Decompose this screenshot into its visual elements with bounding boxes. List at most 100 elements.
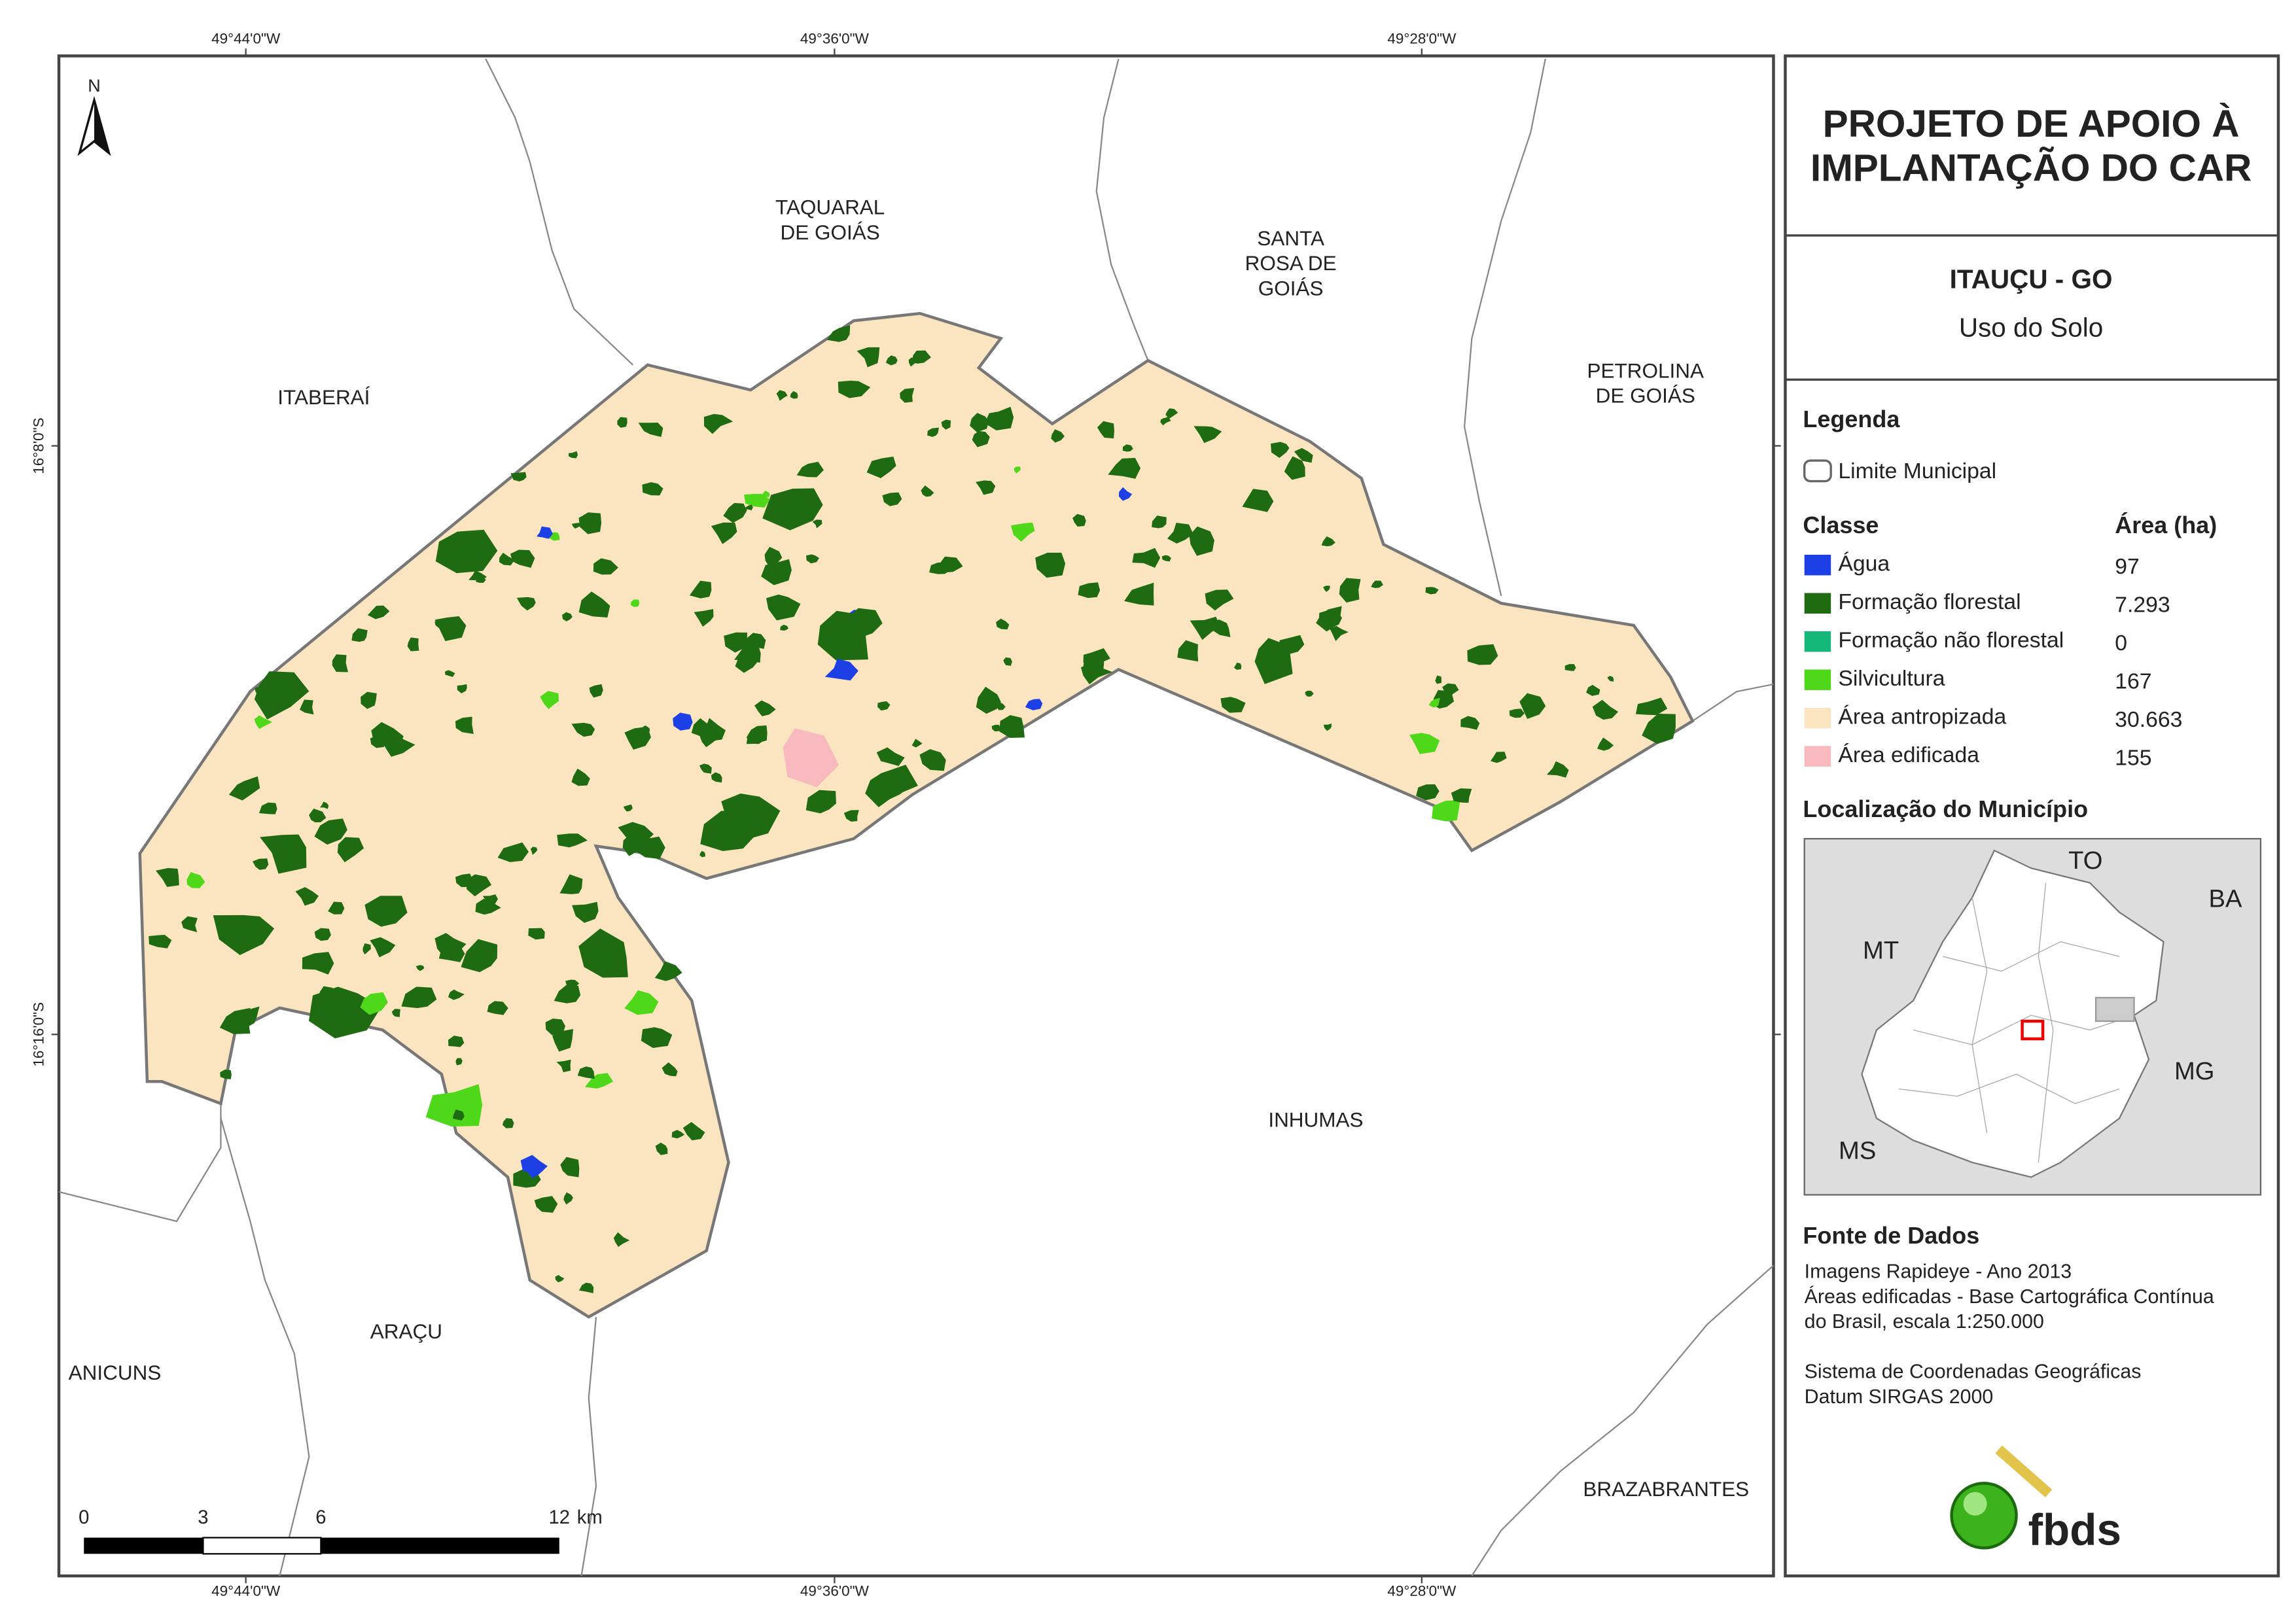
legend-area: 97 — [2115, 554, 2140, 579]
land-cover-patch — [1323, 585, 1330, 592]
land-cover-patch — [534, 1196, 558, 1213]
legend-area: 30.663 — [2115, 707, 2182, 732]
inset-municipalities — [1898, 882, 2134, 1163]
land-cover-patch — [559, 874, 583, 894]
land-cover-patch — [475, 898, 501, 915]
land-cover-patch — [1010, 522, 1035, 542]
legend-class: Formação não florestal — [1838, 628, 2064, 653]
legend-area: 0 — [2115, 631, 2127, 655]
land-cover-patch — [254, 671, 309, 720]
land-cover-patch — [1271, 442, 1290, 458]
land-cover-patch — [502, 1118, 514, 1128]
land-cover-patch — [448, 1036, 465, 1047]
land-cover-patch — [711, 522, 737, 544]
land-cover-patch — [1432, 800, 1460, 822]
land-cover-patch — [438, 548, 455, 563]
land-cover-patch — [370, 937, 396, 958]
land-cover-patch — [466, 874, 492, 897]
land-cover-patch — [337, 837, 364, 863]
land-cover-patch — [156, 867, 179, 887]
land-cover-patch — [360, 992, 388, 1015]
scale-bar — [84, 1537, 559, 1555]
north-label: N — [88, 76, 101, 96]
land-cover-patch — [1122, 444, 1133, 452]
land-cover-patch — [228, 776, 260, 801]
land-cover-patch — [900, 388, 915, 403]
land-cover-patch — [510, 550, 535, 568]
land-cover-patch — [1642, 713, 1676, 744]
land-cover-patch — [565, 979, 580, 988]
land-cover-patch — [744, 504, 753, 511]
land-cover-patch — [487, 1001, 508, 1015]
land-cover-patch — [332, 654, 348, 672]
place-label: TAQUARAL — [775, 196, 885, 219]
panel-title: PROJETO DE APOIO À — [1823, 102, 2240, 145]
land-cover-patch — [746, 733, 764, 744]
land-cover-patch — [740, 640, 754, 652]
land-cover-patch — [1167, 523, 1193, 544]
location-title: Localização do Município — [1803, 795, 2088, 822]
land-cover-patch — [1233, 662, 1242, 670]
land-cover-patch — [186, 872, 205, 888]
land-cover-patch — [1083, 648, 1110, 666]
land-cover-patch — [613, 1232, 630, 1248]
inset-highlight — [2021, 1019, 2045, 1041]
scale-label: 12 — [549, 1507, 571, 1528]
land-cover-patch — [623, 804, 633, 812]
land-cover-patch — [970, 413, 989, 432]
land-cover-patch — [638, 423, 663, 438]
land-cover-patch — [908, 357, 921, 367]
land-cover-patch — [555, 1275, 565, 1283]
land-cover-patch — [699, 763, 712, 774]
land-cover-patch — [563, 1192, 573, 1205]
place-label: ITABERAÍ — [277, 385, 370, 409]
scale-label: 6 — [315, 1507, 326, 1528]
legend-class: Silvicultura — [1838, 666, 1945, 691]
land-cover-patch — [438, 945, 465, 962]
land-cover-patch — [1460, 716, 1480, 730]
land-cover-patch — [537, 526, 553, 539]
land-cover-patch — [254, 715, 273, 729]
land-cover-patch — [1205, 589, 1234, 611]
land-cover-patch — [826, 325, 851, 342]
panel-frame — [1784, 54, 2280, 1578]
land-cover-patch — [1014, 466, 1021, 474]
legend-class: Área edificada — [1838, 742, 1979, 767]
land-cover-patch — [1108, 457, 1141, 479]
scale-unit: km — [577, 1507, 603, 1528]
boundary-line — [58, 1103, 222, 1223]
land-cover-patch — [258, 802, 277, 814]
legend-class: Água — [1838, 551, 1890, 576]
land-cover-patch — [552, 1028, 574, 1052]
boundary-line — [220, 1118, 310, 1577]
land-cover-patch — [882, 492, 902, 506]
land-cover-patch — [1416, 784, 1439, 801]
north-arrow-fill — [94, 99, 109, 153]
land-cover-patch — [1132, 548, 1161, 568]
land-cover-patch — [391, 1009, 400, 1017]
land-cover-patch — [528, 928, 545, 940]
land-cover-patch — [1451, 788, 1472, 803]
coord-label: 16°8'0"S — [31, 417, 47, 474]
place-label: GOIÁS — [1258, 276, 1324, 300]
land-cover-patch — [213, 915, 275, 956]
panel-title: IMPLANTAÇÃO DO CAR — [1810, 146, 2252, 189]
logo — [1950, 1445, 2053, 1550]
land-cover-patch — [1371, 580, 1383, 589]
north-arrow — [77, 96, 111, 156]
land-cover-patch — [328, 901, 345, 915]
land-cover-patch — [1305, 690, 1314, 697]
legend-title: Legenda — [1803, 406, 1900, 432]
land-cover-patch — [843, 810, 859, 822]
land-cover-patch — [1635, 697, 1668, 716]
land-cover-patch — [1080, 663, 1113, 685]
legend-area: 167 — [2115, 669, 2151, 694]
side-panel — [1784, 54, 2280, 1578]
scale-segment — [84, 1537, 203, 1554]
land-cover-patch — [1177, 640, 1199, 662]
land-cover-patch — [762, 491, 770, 497]
land-cover-patch — [499, 552, 515, 566]
land-cover-patch — [516, 597, 536, 611]
land-cover-patch — [370, 735, 388, 748]
